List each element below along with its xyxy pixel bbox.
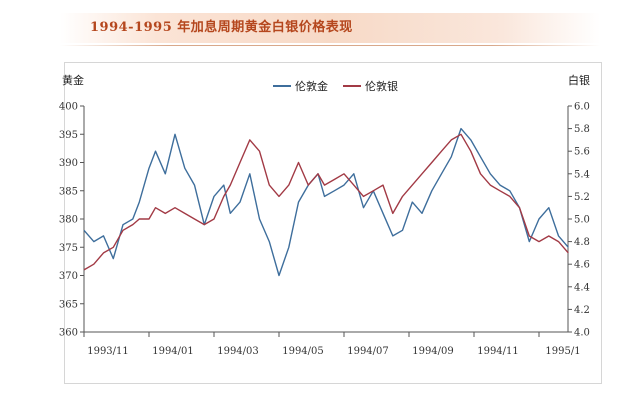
right-tick-label: 4.0	[574, 328, 590, 339]
x-tick-label: 1995/1	[545, 346, 580, 357]
left-tick-label: 365	[59, 299, 78, 310]
title-banner	[60, 13, 600, 43]
series-layer	[83, 127, 569, 277]
right-tick-label: 5.4	[574, 169, 590, 180]
series-line-gold	[83, 127, 569, 277]
left-tick-label: 360	[59, 328, 78, 339]
right-axis-title: 白银	[568, 73, 590, 87]
right-tick-label: 4.2	[574, 305, 590, 316]
left-tick-label: 370	[59, 271, 78, 282]
right-y-ticks: 6.0 5.8 5.6 5.4 5.2 5.0 4.8 4.6 4.4 4.2 4.0	[568, 102, 590, 339]
x-tick-label: 1994/05	[282, 346, 324, 357]
chart-title: 1994-1995 年加息周期黄金白银价格表现	[90, 20, 353, 35]
right-tick-label: 4.4	[574, 282, 590, 293]
x-tick-label: 1994/01	[152, 346, 194, 357]
right-tick-label: 5.0	[574, 215, 590, 226]
right-tick-label: 5.6	[574, 147, 590, 158]
x-tick-label: 1994/11	[477, 346, 519, 357]
left-tick-label: 390	[59, 158, 78, 169]
legend-label-gold: 伦敦金	[295, 79, 328, 93]
axes	[83, 106, 569, 333]
x-tick-label: 1994/03	[217, 346, 259, 357]
legend: 伦敦金 伦敦银	[273, 79, 398, 93]
right-tick-label: 4.6	[574, 260, 590, 271]
title-divider	[60, 45, 600, 46]
left-tick-label: 375	[59, 243, 78, 254]
left-tick-label: 395	[59, 130, 78, 141]
left-y-ticks: 400 395 390 385 380 375 370 365 360	[59, 102, 84, 339]
x-tick-label: 1993/11	[87, 346, 129, 357]
right-tick-label: 5.2	[574, 192, 590, 203]
left-axis-title: 黄金	[62, 73, 84, 87]
left-tick-label: 385	[59, 186, 78, 197]
x-ticks: 1993/11 1994/01 1994/03 1994/05 1994/07 1994/…	[83, 332, 581, 357]
right-tick-label: 5.8	[574, 124, 590, 135]
chart-frame	[64, 62, 602, 384]
right-tick-label: 6.0	[574, 102, 590, 113]
legend-label-silver: 伦敦银	[365, 79, 398, 93]
left-tick-label: 380	[59, 215, 78, 226]
x-tick-label: 1994/07	[347, 346, 389, 357]
x-tick-label: 1994/09	[412, 346, 454, 357]
right-tick-label: 4.8	[574, 237, 590, 248]
series-line-silver	[83, 133, 569, 271]
left-tick-label: 400	[59, 102, 78, 113]
